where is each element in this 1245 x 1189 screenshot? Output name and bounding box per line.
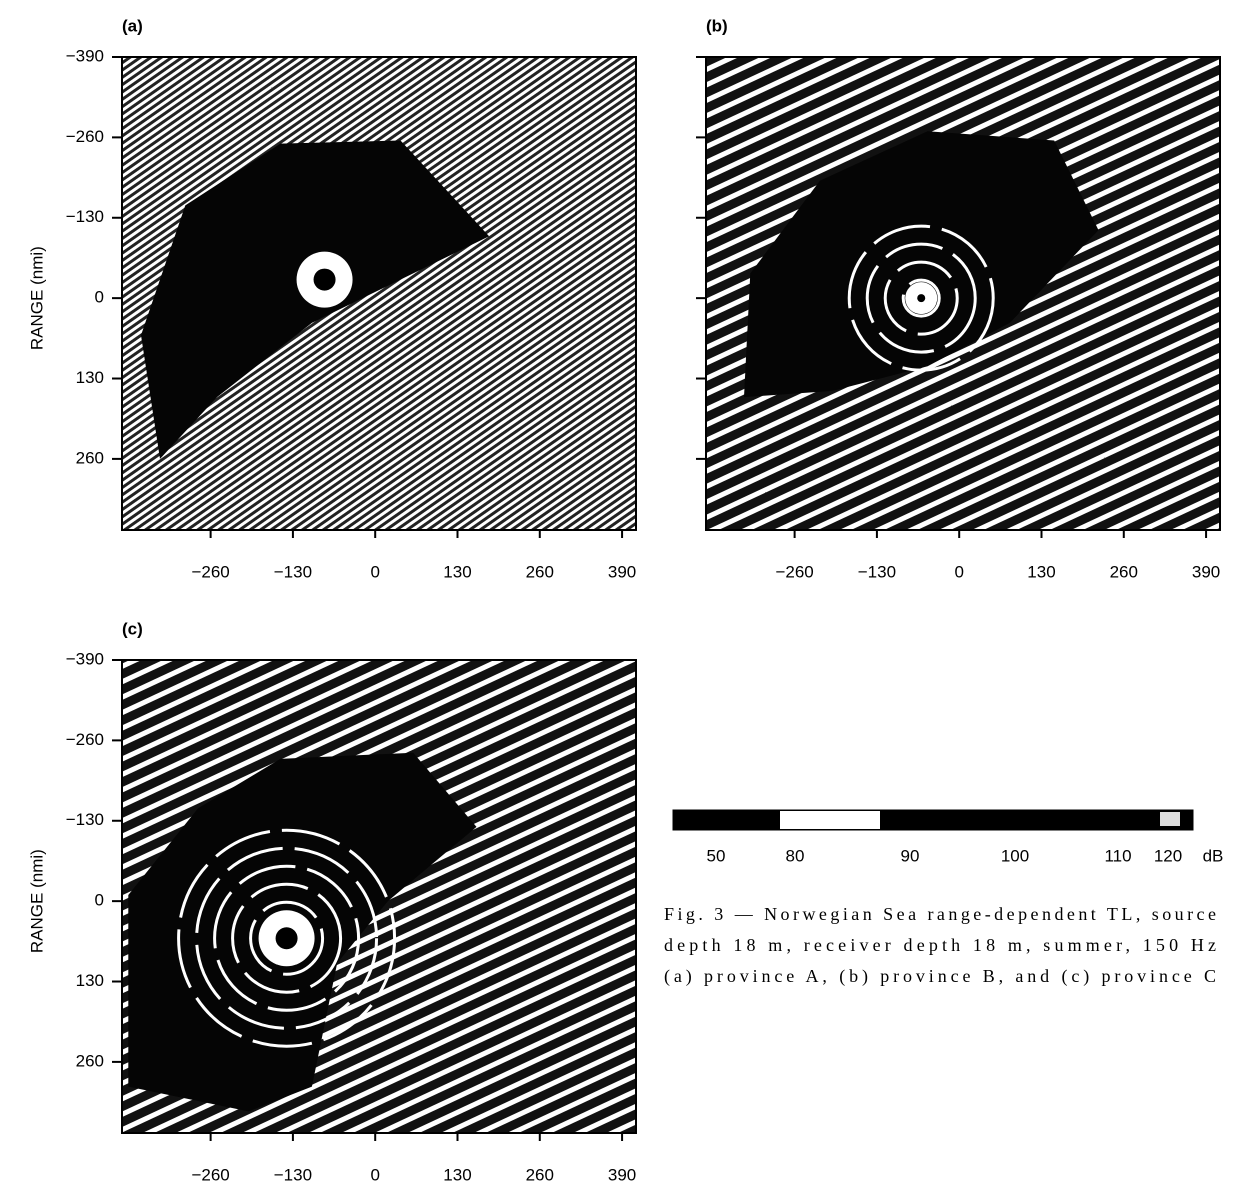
plot-frame (705, 56, 1221, 531)
x-tick-label: 0 (370, 562, 379, 581)
ring (865, 242, 977, 354)
caption-line: depth 18 m, receiver depth 18 m, summer,… (664, 935, 1216, 955)
x-tick-label: 130 (443, 1165, 471, 1184)
panel-label: (a) (122, 16, 143, 35)
x-tick-label: 260 (526, 562, 554, 581)
y-tick-label: −260 (66, 730, 104, 749)
y-tick-label: 260 (76, 1051, 104, 1070)
y-axis-label: RANGE (nmi) (27, 246, 46, 350)
y-tick-label: 130 (76, 368, 104, 387)
source (917, 294, 926, 303)
colorbar-tick-label: 100 (1001, 846, 1029, 865)
colorbar (672, 809, 1194, 831)
x-tick-label: −260 (775, 562, 813, 581)
ring (901, 278, 941, 318)
colorbar-segment (1160, 812, 1180, 826)
x-tick-label: −260 (191, 1165, 229, 1184)
colorbar-tick-label: 120 (1154, 846, 1182, 865)
x-tick-label: −130 (274, 1165, 312, 1184)
colorbar-segment (780, 811, 880, 829)
colorbar-tick-label: 110 (1104, 846, 1131, 865)
y-tick-label: −390 (66, 649, 104, 668)
x-tick-label: 0 (954, 562, 963, 581)
ring (883, 260, 959, 336)
shadow-zone (744, 131, 1099, 398)
y-tick-label: −130 (66, 207, 104, 226)
y-tick-label: 0 (95, 891, 104, 910)
plot-frame (121, 56, 637, 531)
y-axis-label: RANGE (nmi) (27, 849, 46, 953)
x-tick-label: 390 (608, 1165, 636, 1184)
caption-line: Fig. 3 — Norwegian Sea range-dependent T… (664, 904, 1216, 924)
y-tick-label: −130 (66, 810, 104, 829)
panel (705, 56, 1221, 531)
y-tick-label: 260 (76, 448, 104, 467)
panel (121, 56, 637, 531)
plot-frame (121, 659, 637, 1134)
panel-label: (b) (706, 16, 728, 35)
caption-line: (a) province A, (b) province B, and (c) … (664, 966, 1216, 987)
panel-label: (c) (122, 619, 143, 638)
y-tick-label: 130 (76, 971, 104, 990)
panel (121, 659, 637, 1134)
colorbar-frame (672, 809, 1194, 831)
source (313, 268, 336, 291)
x-tick-label: 130 (443, 562, 471, 581)
x-tick-label: −130 (274, 562, 312, 581)
colorbar-tick-label: 90 (901, 846, 920, 865)
ring (177, 828, 397, 1048)
ring (213, 864, 361, 1012)
ring (249, 900, 325, 976)
x-tick-label: 260 (1110, 562, 1138, 581)
source (275, 927, 298, 950)
x-tick-label: 390 (1192, 562, 1220, 581)
colorbar-tick-label: 80 (786, 846, 805, 865)
colorbar-tick-label: 50 (707, 846, 726, 865)
x-tick-label: −130 (858, 562, 896, 581)
ring (231, 882, 343, 994)
x-tick-label: 130 (1027, 562, 1055, 581)
y-tick-label: 0 (95, 288, 104, 307)
y-tick-label: −260 (66, 127, 104, 146)
ring (847, 224, 995, 372)
colorbar-unit: dB (1203, 846, 1224, 865)
x-tick-label: 390 (608, 562, 636, 581)
x-tick-label: −260 (191, 562, 229, 581)
x-tick-label: 0 (370, 1165, 379, 1184)
x-tick-label: 260 (526, 1165, 554, 1184)
y-tick-label: −390 (66, 46, 104, 65)
